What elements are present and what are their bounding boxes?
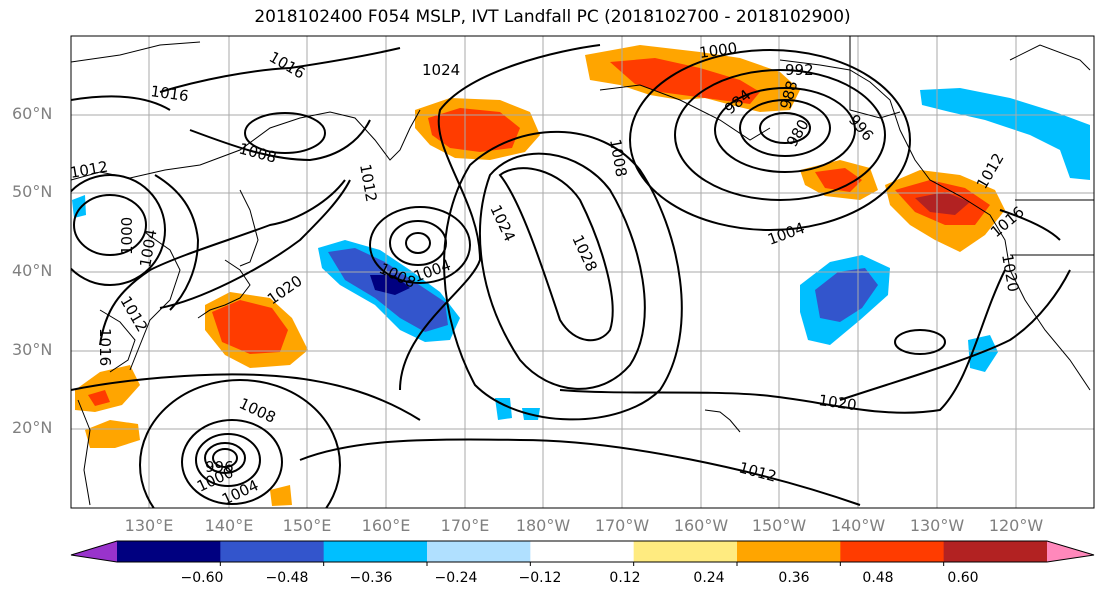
lon-label: 150°W [751, 516, 807, 535]
colorbar-tick-label: 0.48 [862, 570, 894, 586]
lon-label: 130°E [124, 516, 174, 535]
colorbar-tick-label: −0.24 [434, 570, 478, 586]
colorbar-cell [220, 541, 325, 562]
colorbar [70, 540, 1095, 566]
lat-label: 30°N [12, 340, 53, 359]
gridlines [71, 36, 1094, 508]
lon-label: 150°E [282, 516, 332, 535]
lon-label: 130°W [909, 516, 965, 535]
lon-label: 180°W [515, 516, 571, 535]
isobar-label: 1016 [149, 82, 189, 105]
colorbar-cell [530, 541, 635, 562]
colorbar-tick-label: 0.24 [693, 570, 725, 586]
map-frame [70, 35, 1095, 509]
colorbar-tick-label: −0.36 [349, 570, 393, 586]
lon-label: 120°W [988, 516, 1044, 535]
lon-label: 140°E [204, 516, 254, 535]
colorbar-tick-label: −0.48 [265, 570, 309, 586]
lat-label: 20°N [12, 418, 53, 437]
isobar-label: 1000 [698, 39, 738, 62]
ivt-shading-negative [72, 88, 1090, 420]
coastlines [71, 36, 1094, 506]
lon-label: 160°W [673, 516, 729, 535]
lon-label: 160°E [361, 516, 411, 535]
colorbar-tick-label: 0.36 [778, 570, 810, 586]
isobar-label: 1016 [96, 328, 114, 366]
isobar-label: 1000 [118, 217, 136, 255]
colorbar-cell [943, 541, 1048, 562]
isobar-label: 992 [785, 61, 814, 79]
colorbar-cell [427, 541, 531, 562]
isobars [71, 44, 1071, 508]
colorbar-cell [737, 541, 841, 562]
colorbar-tick-label: 0.12 [609, 570, 641, 586]
isobar-label: 1024 [422, 61, 460, 79]
lat-label: 60°N [12, 104, 53, 123]
colorbar-cell [633, 541, 738, 562]
lat-label: 40°N [12, 261, 53, 280]
colorbar-cell [840, 541, 945, 562]
map-title: 2018102400 F054 MSLP, IVT Landfall PC (2… [254, 7, 851, 27]
colorbar-tick-label: −0.60 [180, 570, 224, 586]
isobar-label: 1020 [817, 391, 857, 414]
isobar-label: 996 [205, 458, 234, 476]
lat-label: 50°N [12, 182, 53, 201]
colorbar-tick-label: 0.60 [947, 570, 979, 586]
colorbar-cell [117, 541, 221, 562]
lon-label: 170°E [440, 516, 490, 535]
lon-label: 170°W [594, 516, 650, 535]
lon-label: 140°W [830, 516, 886, 535]
colorbar-tick-label: −0.12 [518, 570, 562, 586]
colorbar-cell [323, 541, 428, 562]
